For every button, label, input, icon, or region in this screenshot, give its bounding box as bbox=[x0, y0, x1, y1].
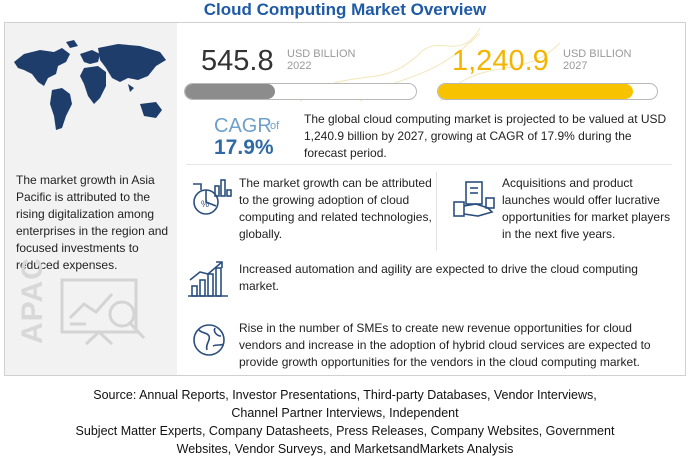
chart-analytics-icon: % bbox=[193, 179, 232, 215]
cagr-label: CAGR bbox=[214, 115, 272, 137]
source-line-3: Subject Matter Experts, Company Datashee… bbox=[75, 424, 615, 438]
world-map-icon bbox=[14, 40, 166, 130]
growth-bar-chart-icon bbox=[188, 261, 228, 297]
source-line-1: Source: Annual Reports, Investor Present… bbox=[93, 388, 597, 402]
cagr-of: of bbox=[270, 120, 280, 132]
insight-text-3: Increased automation and agility are exp… bbox=[239, 262, 638, 293]
market-bar-2027 bbox=[437, 83, 658, 100]
insight-text-2: Acquisitions and product launches would … bbox=[502, 176, 671, 241]
market-bar-2022-fill bbox=[185, 84, 276, 99]
market-bar-2027-fill bbox=[438, 84, 633, 99]
apac-growth-text: The market growth in Asia Pacific is att… bbox=[16, 173, 169, 272]
market-value-2022: 545.8 bbox=[201, 45, 274, 77]
market-value-2027: 1,240.9 bbox=[452, 45, 549, 77]
apac-label: APAC bbox=[16, 257, 49, 344]
section-divider bbox=[186, 164, 672, 165]
cagr-value: 17.9% bbox=[214, 136, 274, 159]
acquisition-handshake-icon bbox=[453, 181, 495, 217]
market-year-2022: 2022 bbox=[287, 60, 312, 72]
market-bar-2022 bbox=[184, 83, 417, 100]
analysis-board-icon bbox=[60, 278, 146, 346]
source-line-4: Websites, Vendor Surveys, and Marketsand… bbox=[176, 442, 514, 456]
insight-text-4: Rise in the number of SMEs to create new… bbox=[239, 321, 651, 369]
market-year-2027: 2027 bbox=[563, 60, 588, 72]
globe-icon bbox=[193, 324, 225, 356]
svg-text:%: % bbox=[201, 199, 209, 209]
insight-text-1: The market growth can be attributed to t… bbox=[239, 176, 432, 241]
column-divider bbox=[436, 172, 437, 250]
page-title: Cloud Computing Market Overview bbox=[203, 0, 487, 19]
source-note: Source: Annual Reports, Investor Present… bbox=[20, 386, 670, 458]
market-unit-2022: USD BILLION bbox=[287, 48, 356, 60]
cagr-description: The global cloud computing market is pro… bbox=[304, 112, 667, 160]
source-line-2: Channel Partner Interviews, Independent bbox=[231, 406, 459, 420]
market-unit-2027: USD BILLION bbox=[563, 48, 632, 60]
